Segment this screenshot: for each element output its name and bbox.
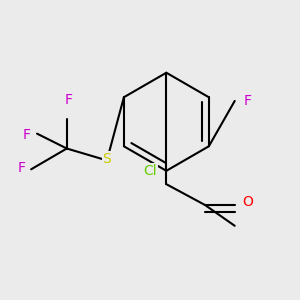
Text: O: O xyxy=(243,195,254,209)
Text: F: F xyxy=(23,128,31,142)
Text: Cl: Cl xyxy=(143,164,157,178)
Text: S: S xyxy=(103,152,111,166)
Text: F: F xyxy=(244,94,252,108)
Text: F: F xyxy=(17,161,25,175)
Text: F: F xyxy=(64,94,72,107)
